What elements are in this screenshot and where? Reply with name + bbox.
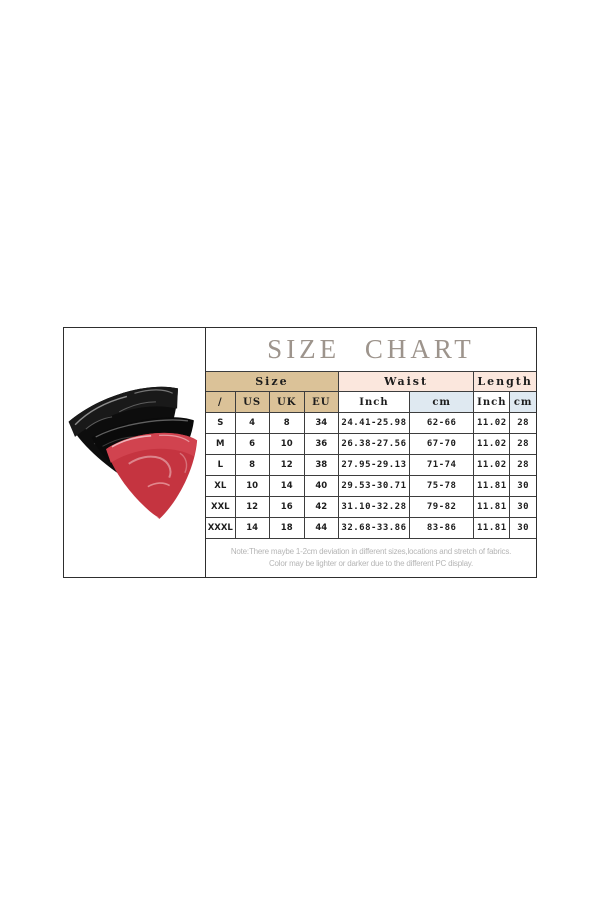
us-value: 12 xyxy=(234,496,270,518)
disclaimer-note: Note:There maybe 1-2cm deviation in diff… xyxy=(206,539,536,577)
length-cm: 28 xyxy=(509,433,536,455)
col-header-waist-cm: cm xyxy=(409,391,475,413)
eu-value: 36 xyxy=(303,433,339,455)
uk-value: 18 xyxy=(268,517,305,539)
col-header-eu: EU xyxy=(303,391,339,413)
size-label: M xyxy=(206,433,236,455)
size-chart-table-panel: SIZE CHART Size Waist Length / US UK EU … xyxy=(206,328,536,577)
uk-value: 12 xyxy=(268,454,305,476)
uk-value: 8 xyxy=(268,412,305,434)
length-inch: 11.81 xyxy=(473,475,511,497)
table-group-header-row: Size Waist Length xyxy=(206,371,536,392)
length-cm: 30 xyxy=(509,517,536,539)
waist-cm: 75-78 xyxy=(409,475,475,497)
col-header-uk: UK xyxy=(268,391,305,413)
size-table: Size Waist Length / US UK EU Inch cm Inc… xyxy=(206,371,536,539)
col-header-us: US xyxy=(234,391,270,413)
length-cm: 30 xyxy=(509,496,536,518)
size-label: S xyxy=(206,412,236,434)
table-subheader-row: / US UK EU Inch cm Inch cm xyxy=(206,391,536,413)
length-inch: 11.81 xyxy=(473,496,511,518)
eu-value: 34 xyxy=(303,412,339,434)
size-label: XXXL xyxy=(206,517,236,539)
table-row: S 4 8 34 24.41-25.98 62-66 11.02 28 xyxy=(206,412,536,434)
disclaimer-note-line1: Note:There maybe 1-2cm deviation in diff… xyxy=(230,546,512,556)
us-value: 6 xyxy=(234,433,270,455)
table-row: XL 10 14 40 29.53-30.71 75-78 11.81 30 xyxy=(206,475,536,497)
page-title: SIZE CHART xyxy=(267,334,475,364)
us-value: 10 xyxy=(234,475,270,497)
uk-value: 16 xyxy=(268,496,305,518)
waist-inch: 24.41-25.98 xyxy=(337,412,411,434)
size-chart-panel: SIZE CHART Size Waist Length / US UK EU … xyxy=(63,327,537,578)
size-label: XXL xyxy=(206,496,236,518)
eu-value: 42 xyxy=(303,496,339,518)
length-inch: 11.02 xyxy=(473,433,511,455)
table-row: XXL 12 16 42 31.10-32.28 79-82 11.81 30 xyxy=(206,496,536,518)
briefs-illustration xyxy=(68,386,198,519)
eu-value: 44 xyxy=(303,517,339,539)
waist-cm: 71-74 xyxy=(409,454,475,476)
waist-cm: 83-86 xyxy=(409,517,475,539)
waist-inch: 26.38-27.56 xyxy=(337,433,411,455)
uk-value: 10 xyxy=(268,433,305,455)
eu-value: 38 xyxy=(303,454,339,476)
us-value: 14 xyxy=(234,517,270,539)
length-cm: 28 xyxy=(509,412,536,434)
waist-cm: 79-82 xyxy=(409,496,475,518)
col-header-waist-inch: Inch xyxy=(337,391,411,413)
waist-inch: 31.10-32.28 xyxy=(337,496,411,518)
waist-cm: 62-66 xyxy=(409,412,475,434)
eu-value: 40 xyxy=(303,475,339,497)
waist-inch: 29.53-30.71 xyxy=(337,475,411,497)
size-label: XL xyxy=(206,475,236,497)
group-header-size: Size xyxy=(206,371,339,392)
table-row: L 8 12 38 27.95-29.13 71-74 11.02 28 xyxy=(206,454,536,476)
length-inch: 11.02 xyxy=(473,412,511,434)
length-cm: 28 xyxy=(509,454,536,476)
uk-value: 14 xyxy=(268,475,305,497)
waist-inch: 27.95-29.13 xyxy=(337,454,411,476)
table-row: XXXL 14 18 44 32.68-33.86 83-86 11.81 30 xyxy=(206,517,536,539)
waist-inch: 32.68-33.86 xyxy=(337,517,411,539)
red-briefs-illustration xyxy=(106,432,198,519)
col-header-slash: / xyxy=(206,391,236,413)
col-header-length-inch: Inch xyxy=(473,391,511,413)
table-row: M 6 10 36 26.38-27.56 67-70 11.02 28 xyxy=(206,433,536,455)
disclaimer-note-line2: Color may be lighter or darker due to th… xyxy=(268,559,474,568)
length-inch: 11.81 xyxy=(473,517,511,539)
group-header-length: Length xyxy=(473,371,536,392)
group-header-waist: Waist xyxy=(337,371,475,392)
length-cm: 30 xyxy=(509,475,536,497)
us-value: 4 xyxy=(234,412,270,434)
length-inch: 11.02 xyxy=(473,454,511,476)
waist-cm: 67-70 xyxy=(409,433,475,455)
us-value: 8 xyxy=(234,454,270,476)
size-label: L xyxy=(206,454,236,476)
col-header-length-cm: cm xyxy=(509,391,536,413)
product-photo xyxy=(64,328,206,577)
